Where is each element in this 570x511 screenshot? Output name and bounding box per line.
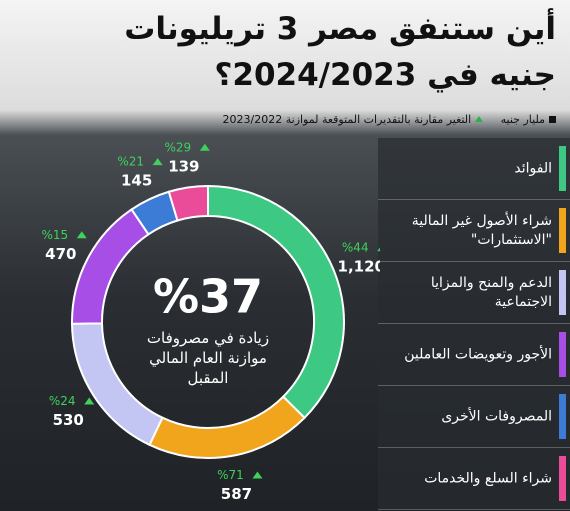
legend-label: الأجور وتعويضات العاملين [404, 346, 552, 362]
change-label: %71 [217, 468, 244, 482]
center-value: %37 [153, 270, 263, 324]
legend-swatch [559, 146, 566, 191]
legend: الفوائد شراء الأصول غير المالية "الاستثما… [378, 138, 570, 510]
unit-key: مليار جنيه [501, 113, 556, 126]
change-label: %21 [117, 155, 144, 169]
donut-chart: %37 1,120 %44 587 %71 530 %24 470 %15 145 %21 139%… [41, 140, 380, 503]
change-label: %24 [49, 394, 76, 408]
change-arrow [377, 247, 380, 252]
legend-swatch [559, 332, 566, 377]
legend-header: مليار جنيه التغير مقارنة بالتقديرات المت… [209, 113, 556, 126]
change-label: %29 [165, 140, 192, 154]
legend-label: شراء السلع والخدمات [424, 470, 552, 486]
legend-item: الأجور وتعويضات العاملين [378, 324, 570, 386]
donut-segment [167, 184, 209, 222]
unit-label: مليار جنيه [500, 113, 545, 126]
legend-label: الدعم والمنح والمزايا الاجتماعية [430, 274, 552, 310]
legend-label: الفوائد [514, 160, 552, 176]
change-arrow [84, 397, 95, 405]
change-label: %44 [342, 241, 369, 255]
value-label: 145 [121, 172, 152, 190]
legend-swatch [559, 456, 566, 501]
legend-item: الدعم والمنح والمزايا الاجتماعية [378, 262, 570, 324]
change-arrow [252, 471, 263, 479]
legend-item: الفوائد [378, 138, 570, 200]
legend-label: شراء الأصول غير المالية "الاستثمارات" [411, 212, 552, 248]
donut-segment [71, 208, 150, 325]
donut-segment [148, 395, 306, 459]
value-label: 139 [168, 157, 199, 175]
change-arrow [76, 231, 87, 239]
value-label: 470 [45, 245, 76, 263]
change-arrow [199, 143, 210, 151]
change-label: %15 [41, 228, 68, 242]
legend-swatch [559, 208, 566, 253]
value-label: 530 [53, 411, 84, 429]
change-label: التغير مقارنة بالتقديرات المتوقعة لموازن… [222, 113, 472, 126]
change-key: التغير مقارنة بالتقديرات المتوقعة لموازن… [223, 113, 484, 126]
chart-title: أين ستنفق مصر 3 تريليونات جنيه في 2024/2… [124, 11, 556, 93]
legend-swatch [559, 394, 566, 439]
value-label: 587 [221, 485, 252, 503]
legend-item: المصروفات الأخرى [378, 386, 570, 448]
legend-label: المصروفات الأخرى [441, 408, 552, 424]
center-text: زيادة في مصروفات موازنة العام المالي الم… [146, 329, 270, 387]
change-arrow [152, 158, 163, 166]
legend-item: شراء الأصول غير المالية "الاستثمارات" [378, 200, 570, 262]
legend-swatch [559, 270, 566, 315]
legend-item: شراء السلع والخدمات [378, 448, 570, 510]
value-label: 1,120 [338, 258, 380, 276]
